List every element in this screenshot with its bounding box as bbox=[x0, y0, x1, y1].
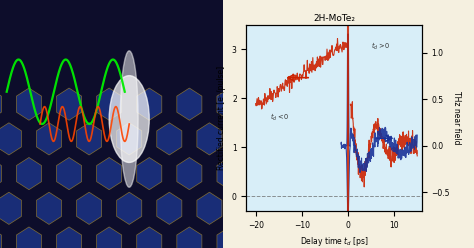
Polygon shape bbox=[0, 157, 1, 190]
Polygon shape bbox=[77, 123, 101, 155]
Polygon shape bbox=[217, 157, 242, 190]
Polygon shape bbox=[0, 227, 1, 248]
Text: $t_d < 0$: $t_d < 0$ bbox=[270, 112, 289, 124]
Polygon shape bbox=[56, 157, 82, 190]
Polygon shape bbox=[117, 192, 142, 224]
Polygon shape bbox=[257, 88, 282, 120]
Polygon shape bbox=[177, 88, 202, 120]
X-axis label: Delay time $t_d$ [ps]: Delay time $t_d$ [ps] bbox=[300, 235, 369, 248]
Polygon shape bbox=[97, 157, 122, 190]
Polygon shape bbox=[197, 192, 222, 224]
Polygon shape bbox=[257, 227, 282, 248]
Polygon shape bbox=[36, 123, 62, 155]
Polygon shape bbox=[137, 227, 162, 248]
Title: 2H-MoTe₂: 2H-MoTe₂ bbox=[313, 14, 355, 23]
Polygon shape bbox=[197, 123, 222, 155]
Text: $t_d > 0$: $t_d > 0$ bbox=[371, 41, 391, 53]
Polygon shape bbox=[217, 88, 242, 120]
Polygon shape bbox=[157, 123, 182, 155]
Polygon shape bbox=[36, 192, 62, 224]
Polygon shape bbox=[237, 123, 262, 155]
Polygon shape bbox=[157, 192, 182, 224]
Polygon shape bbox=[137, 157, 162, 190]
Polygon shape bbox=[0, 192, 21, 224]
Y-axis label: THz near field: THz near field bbox=[452, 91, 461, 145]
Polygon shape bbox=[177, 227, 202, 248]
Polygon shape bbox=[97, 88, 122, 120]
Polygon shape bbox=[56, 227, 82, 248]
Polygon shape bbox=[17, 157, 42, 190]
Polygon shape bbox=[77, 192, 101, 224]
Polygon shape bbox=[17, 88, 42, 120]
Polygon shape bbox=[137, 88, 162, 120]
Polygon shape bbox=[97, 227, 122, 248]
Polygon shape bbox=[17, 227, 42, 248]
Polygon shape bbox=[177, 157, 202, 190]
Polygon shape bbox=[56, 88, 82, 120]
Polygon shape bbox=[117, 123, 142, 155]
Ellipse shape bbox=[120, 51, 138, 187]
Polygon shape bbox=[0, 88, 1, 120]
Polygon shape bbox=[277, 192, 302, 224]
Polygon shape bbox=[217, 227, 242, 248]
Polygon shape bbox=[0, 123, 21, 155]
Y-axis label: Rectified current [e⁻/pulse]: Rectified current [e⁻/pulse] bbox=[217, 66, 226, 170]
Polygon shape bbox=[257, 157, 282, 190]
Polygon shape bbox=[277, 123, 302, 155]
Polygon shape bbox=[237, 192, 262, 224]
Ellipse shape bbox=[109, 76, 149, 162]
